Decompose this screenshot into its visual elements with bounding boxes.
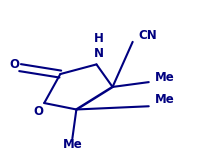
Text: O: O xyxy=(33,105,43,118)
Text: Me: Me xyxy=(154,71,174,84)
Text: N: N xyxy=(93,47,103,60)
Text: O: O xyxy=(9,58,19,71)
Text: Me: Me xyxy=(154,93,174,106)
Text: CN: CN xyxy=(138,29,157,42)
Text: H: H xyxy=(93,32,103,45)
Text: Me: Me xyxy=(62,138,82,151)
